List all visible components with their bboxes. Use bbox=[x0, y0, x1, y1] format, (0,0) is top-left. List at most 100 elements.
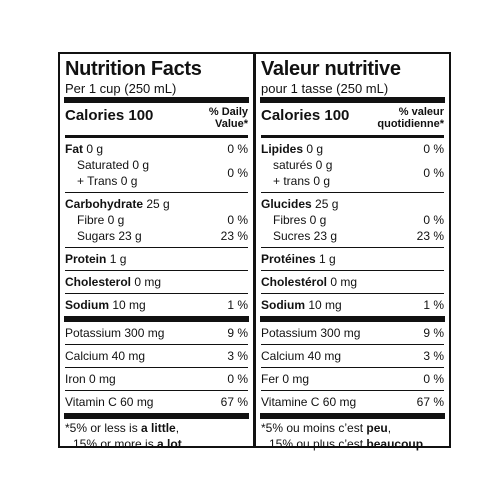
sub-nutrient-row: Sucres 23 g 23 % bbox=[261, 228, 444, 244]
nutrient-row: Vitamin C 60 mg 67 % bbox=[65, 394, 248, 410]
nutrient-row: Carbohydrate 25 g bbox=[65, 196, 248, 212]
nutrient-name: Sodium bbox=[261, 298, 305, 312]
nutrient: Glucides 25 g bbox=[261, 196, 338, 212]
rule bbox=[65, 135, 248, 138]
nutrient-row: Lipides 0 g 0 % bbox=[261, 141, 444, 157]
footnote-text: 15% or more is bbox=[73, 437, 158, 451]
nutrient-name: Lipides bbox=[261, 142, 304, 156]
nutrient: Cholesterol 0 mg bbox=[65, 274, 161, 290]
nutrient-group: Potassium 300 mg 9 % bbox=[65, 322, 248, 345]
nutrient-group: Vitamin C 60 mg 67 % bbox=[65, 391, 248, 413]
dv-header: % valeur quotidienne* bbox=[377, 106, 444, 130]
nutrient-amount: 0 mg bbox=[134, 275, 162, 289]
footnote-text: beaucoup bbox=[366, 437, 424, 451]
daily-value: 3 % bbox=[227, 349, 248, 363]
nutrient: Vitamine C 60 mg bbox=[261, 395, 357, 409]
footnote-text: *5% or less is bbox=[65, 421, 142, 435]
footnote-text: 15% ou plus c’est bbox=[269, 437, 367, 451]
serving-size: pour 1 tasse (250 mL) bbox=[261, 81, 389, 96]
dv-header-line: % valeur bbox=[398, 106, 444, 118]
sub-nutrient-row: Fibres 0 g 0 % bbox=[261, 212, 444, 228]
nutrient-row: Potassium 300 mg 9 % bbox=[65, 325, 248, 341]
calories-row: Calories 100 % Daily Value* bbox=[65, 103, 248, 135]
nutrient-amount: 10 mg bbox=[112, 298, 146, 312]
nutrient-row: Sodium 10 mg 1 % bbox=[261, 297, 444, 313]
nutrient-amount: 0 g bbox=[86, 142, 104, 156]
nutrient: Fer 0 mg bbox=[261, 372, 310, 386]
nutrient-row: Potassium 300 mg 9 % bbox=[261, 325, 444, 341]
sub-nutrient-row: Fibre 0 g 0 % bbox=[65, 212, 248, 228]
dv-header-line: % Daily bbox=[208, 106, 248, 118]
nutrient-group: Cholestérol 0 mg bbox=[261, 271, 444, 294]
nutrient: Protéines 1 g bbox=[261, 251, 336, 267]
nutrient-amount: 1 g bbox=[109, 252, 127, 266]
daily-value: 0 % bbox=[227, 372, 248, 386]
nutrient-group: Iron 0 mg 0 % bbox=[65, 368, 248, 391]
nutrient-row: Iron 0 mg 0 % bbox=[65, 371, 248, 387]
nutrient-row: Protein 1 g bbox=[65, 251, 248, 267]
nutrient-name: Protéines bbox=[261, 252, 316, 266]
daily-value: 0 % bbox=[227, 142, 248, 156]
footnote-line: *5% or less is a little, bbox=[65, 420, 248, 436]
calories: Calories 100 bbox=[261, 107, 350, 124]
rule bbox=[260, 413, 445, 419]
nutrient: Sodium 10 mg bbox=[261, 297, 342, 313]
nutrition-panel: Valeur nutritive pour 1 tasse (250 mL) Cal… bbox=[254, 52, 451, 451]
nutrient-row: Vitamine C 60 mg 67 % bbox=[261, 394, 444, 410]
footnote-text: , bbox=[175, 421, 180, 435]
sub-nutrient: Sugars 23 g bbox=[77, 229, 142, 243]
nutrient-group: Lipides 0 g 0 % saturés 0 g + trans 0 g 0 % bbox=[261, 138, 444, 193]
nutrient-group: Fat 0 g 0 % Saturated 0 g + Trans 0 g 0 % bbox=[65, 138, 248, 193]
calories: Calories 100 bbox=[65, 107, 154, 124]
daily-value: 0 % bbox=[423, 166, 444, 180]
nutrient-name: Protein bbox=[65, 252, 107, 266]
nutrient-amount: 25 g bbox=[315, 197, 339, 211]
rule bbox=[64, 97, 249, 103]
nutrient-row: Cholestérol 0 mg bbox=[261, 274, 444, 290]
nutrient-amount: 1 g bbox=[319, 252, 336, 266]
nutrient: Sodium 10 mg bbox=[65, 297, 146, 313]
nutrient-row: Fer 0 mg 0 % bbox=[261, 371, 444, 387]
nutrient-group: Fer 0 mg 0 % bbox=[261, 368, 444, 391]
daily-value: 9 % bbox=[423, 326, 444, 340]
panel-title: Nutrition Facts bbox=[65, 58, 202, 80]
daily-value: 0 % bbox=[423, 213, 444, 227]
daily-value: 9 % bbox=[227, 326, 248, 340]
nutrient: Potassium 300 mg bbox=[261, 326, 361, 340]
nutrient: Cholestérol 0 mg bbox=[261, 274, 357, 290]
nutrient-name: Carbohydrate bbox=[65, 197, 144, 211]
nutrient-row: Fat 0 g 0 % bbox=[65, 141, 248, 157]
dv-header: % Daily Value* bbox=[209, 106, 248, 130]
daily-value: 1 % bbox=[423, 298, 444, 312]
nutrient: Carbohydrate 25 g bbox=[65, 196, 170, 212]
nutrient-group: Calcium 40 mg 3 % bbox=[65, 345, 248, 368]
nutrient-row: Glucides 25 g bbox=[261, 196, 444, 212]
nutrition-panel: Nutrition Facts Per 1 cup (250 mL) Calorie… bbox=[58, 52, 255, 451]
dv-header-line: quotidienne* bbox=[377, 118, 444, 130]
daily-value: 1 % bbox=[227, 298, 248, 312]
nutrient-group: Cholesterol 0 mg bbox=[65, 271, 248, 294]
sub-nutrient-row: Sugars 23 g 23 % bbox=[65, 228, 248, 244]
daily-value: 0 % bbox=[423, 142, 444, 156]
nutrient: Calcium 40 mg bbox=[65, 349, 146, 363]
sub-nutrient: saturés 0 g bbox=[273, 158, 333, 172]
nutrient-amount: 10 mg bbox=[308, 298, 342, 312]
rule bbox=[261, 135, 444, 138]
nutrient: Potassium 300 mg bbox=[65, 326, 165, 340]
rule bbox=[64, 413, 249, 419]
footnote-line: 15% ou plus c’est beaucoup bbox=[261, 436, 444, 452]
nutrient: Vitamin C 60 mg bbox=[65, 395, 154, 409]
nutrient-group: Vitamine C 60 mg 67 % bbox=[261, 391, 444, 413]
nutrient: Calcium 40 mg bbox=[261, 349, 342, 363]
nutrient-group: Sodium 10 mg 1 % bbox=[261, 294, 444, 316]
sub-group: Saturated 0 g + Trans 0 g 0 % bbox=[65, 157, 248, 189]
nutrient: Lipides 0 g bbox=[261, 141, 323, 157]
sub-nutrient: Saturated 0 g bbox=[77, 158, 150, 172]
nutrient-name: Fat bbox=[65, 142, 83, 156]
nutrient-group: Potassium 300 mg 9 % bbox=[261, 322, 444, 345]
rule bbox=[260, 316, 445, 322]
footnote: *5% ou moins c’est peu, 15% ou plus c’est… bbox=[261, 419, 444, 452]
nutrient-group: Protein 1 g bbox=[65, 248, 248, 271]
daily-value: 0 % bbox=[227, 213, 248, 227]
